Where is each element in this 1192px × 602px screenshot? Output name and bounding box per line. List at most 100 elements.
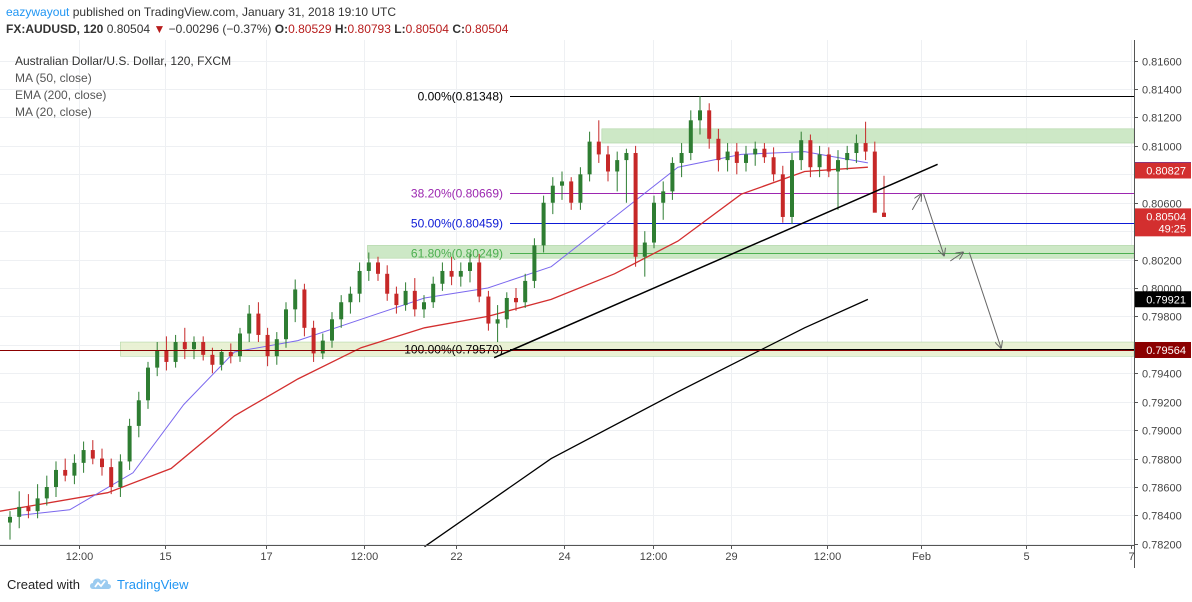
projection-arrow[interactable]	[911, 194, 921, 211]
candle-body	[578, 174, 583, 203]
candle-body	[486, 296, 491, 324]
candle-body	[790, 160, 794, 217]
tradingview-brand[interactable]: TradingView	[117, 577, 189, 592]
candle-body	[284, 309, 288, 340]
candle-body	[624, 152, 629, 161]
low-value: 0.80504	[405, 22, 449, 36]
symbol-label: FX:AUDUSD, 120	[6, 22, 104, 36]
candle-body	[587, 141, 592, 175]
low-label: L:	[394, 22, 406, 36]
candle-body	[808, 140, 813, 168]
candle-body	[845, 152, 850, 161]
candle-body	[725, 151, 730, 161]
price-tag	[1135, 341, 1191, 358]
candle-body	[872, 151, 877, 213]
candle-body	[394, 293, 399, 306]
projection-arrow[interactable]	[968, 252, 1001, 347]
candle-body	[753, 148, 758, 155]
candle-body	[661, 191, 666, 203]
candle-body	[707, 110, 712, 139]
last-price: 0.80504	[106, 22, 151, 36]
candle-body	[799, 140, 804, 161]
chart-background	[0, 40, 1192, 568]
candle-body	[596, 141, 601, 155]
x-tick-label: Feb	[912, 551, 931, 563]
candle-body	[688, 120, 693, 153]
trendline[interactable]	[493, 163, 938, 359]
y-tick-label: 0.79000	[1142, 426, 1182, 438]
candle-body	[81, 450, 86, 463]
candle-body	[615, 160, 620, 172]
legend-ema200: EMA (200, close)	[15, 88, 106, 102]
x-tick-label: 17	[260, 551, 272, 563]
candle-body	[311, 327, 316, 354]
candle-body	[514, 297, 518, 303]
candle-body	[182, 342, 187, 350]
candle-body	[17, 506, 22, 517]
candle-body	[173, 342, 178, 362]
candle-body	[100, 458, 104, 468]
candle-body	[8, 516, 12, 523]
x-tick-label: 12:00	[66, 551, 94, 563]
candle-body	[541, 202, 546, 246]
open-label: O:	[274, 22, 289, 36]
candle-body	[477, 262, 482, 297]
candle-body	[109, 467, 114, 488]
y-tick-label: 0.78200	[1142, 540, 1182, 552]
candle-body	[348, 293, 353, 303]
y-tick-label: 0.79200	[1142, 398, 1182, 410]
fib-level-label: 0.00%(0.81348)	[418, 90, 503, 104]
open-value: 0.80529	[288, 22, 332, 36]
x-tick-label: 29	[725, 551, 737, 563]
down-arrow-icon: ▼	[153, 22, 166, 36]
tradingview-cloud-icon[interactable]	[88, 574, 112, 595]
candle-body	[274, 339, 279, 357]
drawings[interactable]	[0, 163, 1134, 359]
candle-body	[863, 143, 868, 152]
candle-body	[90, 450, 95, 459]
candle-body	[734, 151, 739, 163]
fibonacci-levels[interactable]: 0.00%(0.81348) 38.20%(0.80669) 50.00%(0.80…	[404, 90, 1134, 357]
candle-body	[523, 280, 528, 303]
candle-body	[836, 160, 840, 172]
price-tag-text: 0.79921	[1146, 294, 1186, 306]
price-tag-text: 49:25	[1158, 223, 1186, 235]
published-text: published on TradingView.com, January 31…	[72, 5, 397, 19]
legend-title: Australian Dollar/U.S. Dollar, 120, FXCM	[15, 54, 231, 68]
candle-body	[826, 154, 831, 172]
author-link[interactable]: eazywayout	[6, 5, 70, 19]
candle-body	[136, 400, 141, 426]
candle-body	[256, 313, 261, 335]
candle-body	[854, 143, 859, 153]
candle-body	[817, 154, 822, 168]
candle-body	[762, 148, 767, 158]
candle-body	[293, 289, 298, 310]
candle-body	[118, 461, 123, 488]
candle-body	[560, 181, 564, 186]
indicator-ema-200-close	[0, 166, 868, 512]
candle-body	[63, 469, 68, 476]
change-value: −0.00296 (−0.37%)	[168, 22, 272, 36]
price-tag-text: 0.80827	[1146, 165, 1186, 177]
y-tick-label: 0.79800	[1142, 312, 1182, 324]
price-chart[interactable]: 0.00%(0.81348) 38.20%(0.80669) 50.00%(0.80…	[0, 40, 1192, 568]
footer: Created with TradingView	[0, 568, 1192, 602]
price-tag	[1135, 291, 1191, 308]
candle-body	[440, 270, 445, 284]
candle-body	[201, 342, 206, 355]
candle-body	[698, 110, 702, 121]
projection-arrow[interactable]	[950, 252, 963, 262]
candle-body	[72, 462, 77, 476]
close-label: C:	[452, 22, 465, 36]
x-tick-label: 24	[558, 551, 570, 563]
y-tick-label: 0.81000	[1142, 142, 1182, 154]
x-tick-label: 22	[450, 551, 462, 563]
candle-body	[330, 319, 334, 341]
y-tick-label: 0.78800	[1142, 455, 1182, 467]
x-tick-label: 7	[1128, 551, 1134, 563]
candle-body	[357, 270, 362, 294]
candle-body	[679, 152, 684, 163]
candles	[8, 96, 886, 540]
time-axis[interactable]: 12:00 15 17 12:00 22 24 12:00 29 12:00 Feb 5 7	[66, 545, 1135, 563]
projection-arrow[interactable]	[923, 194, 944, 255]
